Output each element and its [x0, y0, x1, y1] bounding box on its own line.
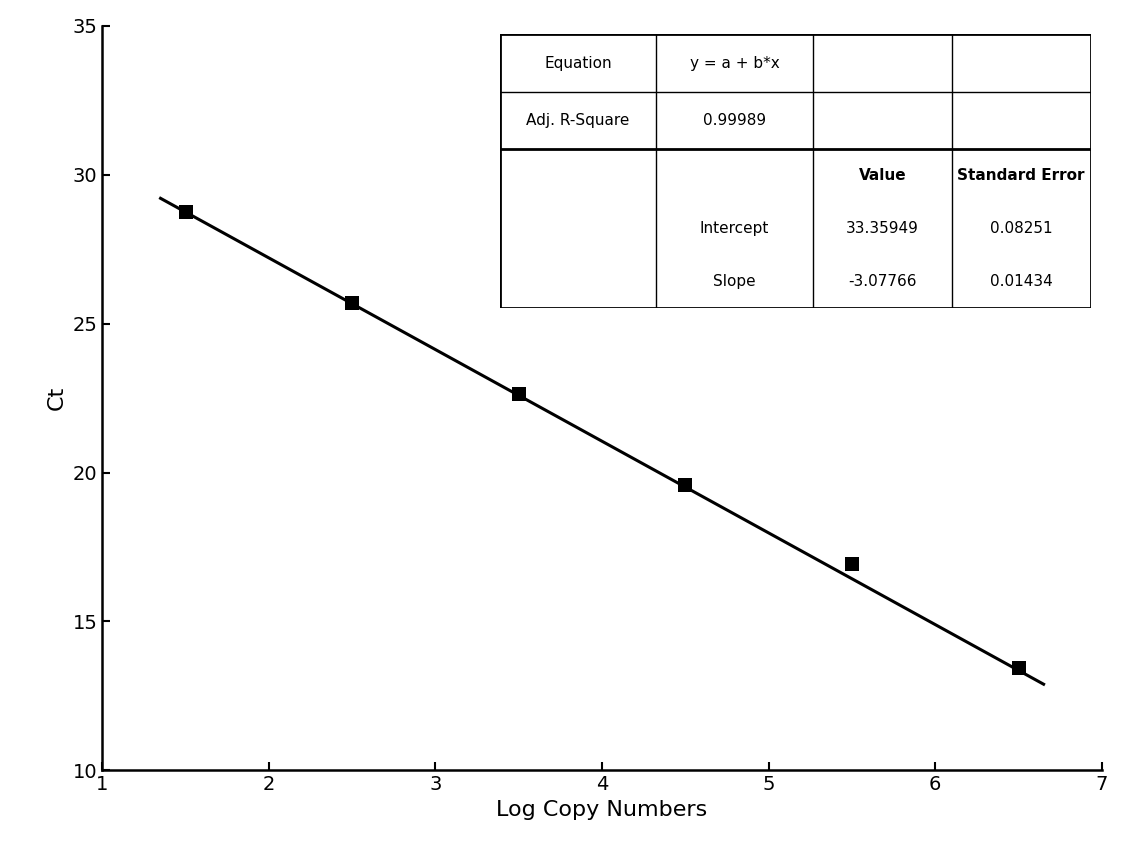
Point: [510, 387, 528, 401]
Text: 0.01434: 0.01434: [989, 274, 1053, 289]
Text: Intercept: Intercept: [700, 221, 769, 236]
Text: 33.35949: 33.35949: [846, 221, 919, 236]
Text: Value: Value: [859, 169, 907, 183]
Text: Standard Error: Standard Error: [958, 169, 1085, 183]
Text: Equation: Equation: [544, 56, 612, 70]
Text: -3.07766: -3.07766: [849, 274, 917, 289]
Point: [676, 479, 694, 492]
X-axis label: Log Copy Numbers: Log Copy Numbers: [496, 800, 708, 820]
Text: y = a + b*x: y = a + b*x: [690, 56, 779, 70]
Text: 0.08251: 0.08251: [989, 221, 1052, 236]
Point: [343, 296, 361, 310]
Text: Adj. R-Square: Adj. R-Square: [526, 113, 629, 128]
Point: [176, 205, 194, 219]
Point: [1010, 661, 1028, 675]
Text: Slope: Slope: [713, 274, 755, 289]
Text: 0.99989: 0.99989: [703, 113, 766, 128]
Point: [843, 557, 861, 571]
Y-axis label: Ct: Ct: [47, 386, 67, 410]
